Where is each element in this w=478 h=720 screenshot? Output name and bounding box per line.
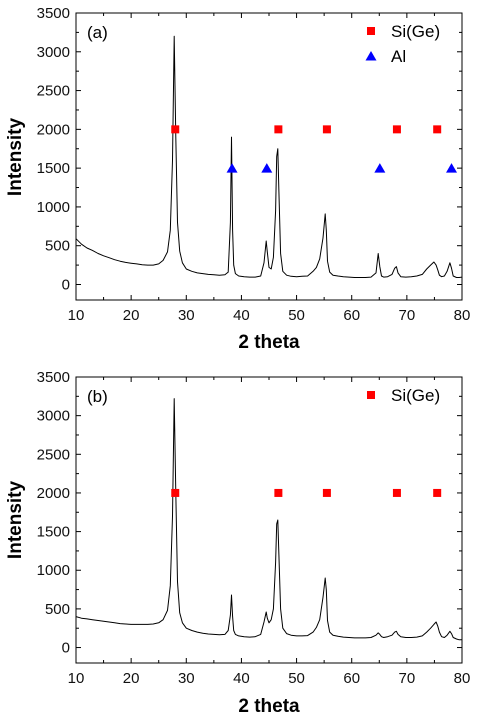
y-tick-label: 3000 [37, 44, 70, 61]
al-peak-marker [374, 163, 386, 173]
si-ge-peak-marker [274, 125, 283, 134]
diffraction-pattern-line [75, 35, 463, 278]
x-tick-label: 10 [68, 670, 85, 687]
x-tick-label: 70 [399, 670, 416, 687]
x-tick-label: 30 [178, 670, 195, 687]
y-tick-label: 1000 [37, 562, 70, 579]
si-ge-peak-marker [322, 125, 331, 134]
si-ge-peak-marker [171, 125, 180, 134]
si-ge-peak-marker [392, 125, 401, 134]
y-tick-label: 1500 [37, 524, 70, 541]
si-ge-peak-marker [433, 125, 442, 134]
x-tick-label: 10 [68, 307, 85, 324]
y-tick-label: 3000 [37, 408, 70, 425]
si-ge-peak-marker [392, 488, 401, 497]
x-axis-title-b: 2 theta [238, 696, 300, 717]
y-tick-label: 1000 [37, 199, 70, 216]
al-peak-marker [446, 163, 458, 173]
al-peak-marker [226, 163, 238, 173]
y-tick-label: 1500 [37, 160, 70, 177]
x-tick-label: 80 [454, 670, 471, 687]
panel-b: 10 20 30 40 50 60 70 80 0 500 1000 1500 2000 2500 3000… [5, 369, 470, 717]
y-tick-label: 2500 [37, 446, 70, 463]
y-tick-label: 0 [62, 276, 70, 293]
legend-label: Si(Ge) [391, 386, 440, 405]
x-tick-label: 70 [399, 307, 416, 324]
panel-label-b: (b) [87, 387, 108, 406]
si-ge-peak-marker [433, 488, 442, 497]
panel-a: 10 20 30 40 50 60 70 80 0 500 1000 1500 2000 2500 3000… [5, 5, 470, 353]
y-tick-label: 500 [45, 238, 70, 255]
si-ge-peak-marker [171, 488, 180, 497]
y-tick-label: 500 [45, 601, 70, 618]
x-tick-label: 60 [343, 307, 360, 324]
y-tick-label: 2000 [37, 121, 70, 138]
plot-layer-a: 10 20 30 40 50 60 70 80 0 500 1000 1500 2000 2500 3000… [37, 5, 471, 324]
plot-frame-b [75, 376, 463, 664]
y-axis-title-a: Intensity [5, 118, 26, 197]
panel-label-a: (a) [87, 23, 108, 42]
y-tick-label: 2500 [37, 83, 70, 100]
si-ge-peak-marker [322, 488, 331, 497]
y-tick-label: 3500 [37, 369, 70, 386]
legend-square-marker [367, 27, 375, 35]
al-peak-marker [261, 163, 273, 173]
x-tick-label: 80 [454, 307, 471, 324]
legend-square-marker [367, 391, 375, 399]
legend-label: Si(Ge) [391, 22, 440, 41]
x-tick-label: 30 [178, 307, 195, 324]
x-tick-label: 40 [233, 307, 250, 324]
si-ge-peak-marker [274, 488, 283, 497]
y-tick-label: 0 [62, 640, 70, 657]
legend-label: Al [391, 47, 406, 66]
x-tick-label: 60 [343, 670, 360, 687]
plot-layer-b: 10 20 30 40 50 60 70 80 0 500 1000 1500 2000 2500 3000… [37, 369, 471, 687]
diffraction-pattern-line [75, 398, 462, 641]
y-axis-title-b: Intensity [5, 481, 26, 560]
x-tick-label: 20 [123, 670, 140, 687]
x-tick-label: 40 [233, 670, 250, 687]
y-tick-label: 2000 [37, 485, 70, 502]
x-tick-label: 50 [288, 307, 305, 324]
legend-triangle-marker [365, 51, 377, 61]
x-tick-label: 20 [123, 307, 140, 324]
y-tick-label: 3500 [37, 5, 70, 22]
x-axis-title-a: 2 theta [238, 332, 300, 353]
x-tick-label: 50 [288, 670, 305, 687]
